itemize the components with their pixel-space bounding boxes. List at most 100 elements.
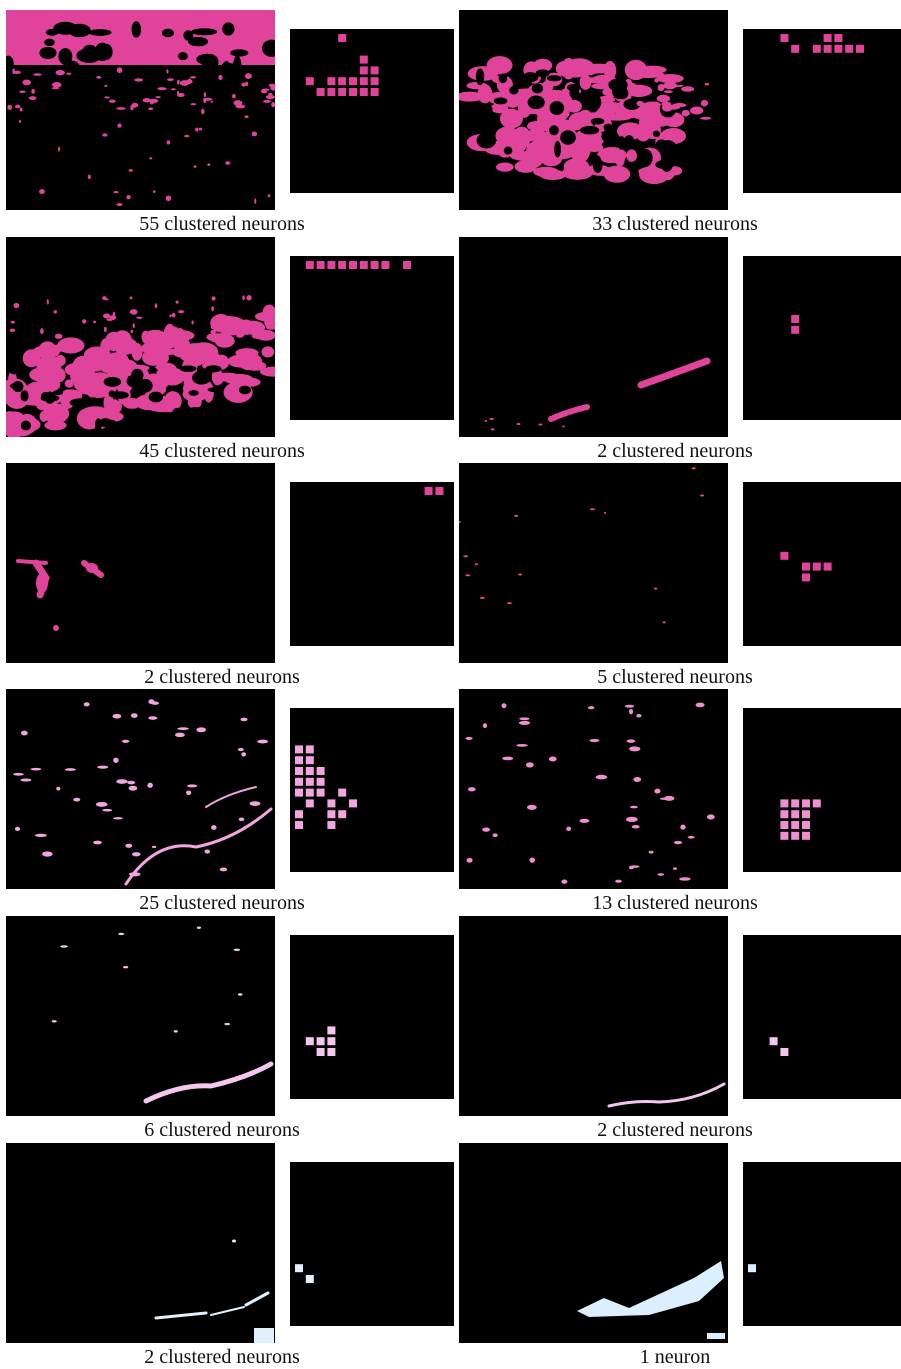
panel-caption: 2 clustered neurons [597,440,753,462]
cluster-grid [290,1162,454,1326]
neuron-panel: 13 clustered neurons [459,689,901,915]
cluster-cell [295,1264,303,1273]
cluster-cell [327,1026,336,1035]
cluster-cell [359,261,368,269]
cluster-cell [327,1048,336,1056]
cluster-cell [327,821,336,829]
panel-caption: 6 clustered neurons [144,1119,300,1141]
neuron-panel: 55 clustered neurons [6,10,456,236]
cluster-grid [290,482,454,646]
panel-caption: 13 clustered neurons [592,892,758,914]
cluster-cell [812,562,821,571]
cluster-cell [780,1048,789,1056]
panel-caption: 1 neuron [639,1346,711,1368]
cluster-cell [845,44,854,53]
cluster-cell [305,1275,314,1283]
cluster-cell [316,1048,325,1056]
cluster-cell [791,315,800,323]
cluster-cell [823,44,832,53]
cluster-cell [316,767,325,775]
cluster-grid [743,256,901,420]
cluster-cell [359,55,368,64]
neuron-panel: 1 neuron [459,1143,901,1369]
cluster-cell [812,799,821,808]
cluster-cell [791,44,800,53]
cluster-cell [812,44,821,53]
cluster-cell [370,88,379,96]
cluster-cell [823,562,832,571]
texture-map [6,237,275,437]
cluster-cell [327,88,336,96]
cluster-grid [290,29,454,193]
cluster-cell [305,1037,314,1046]
panel-caption: 2 clustered neurons [144,1346,300,1368]
texture-map [6,10,275,210]
cluster-cell [780,34,789,42]
neuron-panel: 33 clustered neurons [459,10,901,236]
cluster-cell [316,261,325,269]
cluster-cell [305,745,314,754]
cluster-cell [295,745,303,754]
panel-caption: 5 clustered neurons [597,666,753,688]
cluster-cell [349,799,357,808]
cluster-cell [748,1264,756,1273]
neuron-panel: 2 clustered neurons [6,463,456,689]
neuron-panel: 2 clustered neurons [459,916,901,1142]
cluster-cell [802,831,810,840]
cluster-cell [802,821,810,829]
panel-caption: 25 clustered neurons [139,892,305,914]
cluster-cell [295,777,303,786]
cluster-cell [791,799,800,808]
cluster-cell [802,562,810,571]
cluster-cell [802,573,810,582]
cluster-cell [316,777,325,786]
cluster-cell [791,325,800,334]
cluster-cell [327,77,336,86]
neuron-panel: 25 clustered neurons [6,689,456,915]
cluster-grid [290,935,454,1099]
cluster-grid [290,256,454,420]
cluster-cell [305,767,314,775]
texture-map [459,237,728,437]
cluster-cell [834,44,843,53]
cluster-cell [381,261,390,269]
cluster-cell [370,261,379,269]
texture-map [6,916,275,1116]
cluster-cell [370,77,379,86]
panel-caption: 2 clustered neurons [597,1119,753,1141]
cluster-cell [435,487,444,495]
cluster-cell [327,810,336,819]
cluster-cell [295,767,303,775]
cluster-cell [349,261,357,269]
cluster-cell [780,799,789,808]
cluster-cell [295,788,303,797]
texture-map [6,689,275,889]
panel-caption: 55 clustered neurons [139,213,305,235]
cluster-cell [359,88,368,96]
cluster-cell [305,756,314,765]
cluster-cell [856,44,864,53]
texture-map [6,463,275,663]
cluster-grid [743,708,901,872]
panel-caption: 45 clustered neurons [139,440,305,462]
cluster-cell [305,77,314,86]
cluster-grid [743,935,901,1099]
neuron-panel: 45 clustered neurons [6,237,456,463]
cluster-cell [338,77,347,86]
cluster-cell [769,1037,778,1046]
panel-caption: 2 clustered neurons [144,666,300,688]
cluster-cell [316,788,325,797]
cluster-cell [370,66,379,75]
cluster-grid [743,1162,901,1326]
cluster-cell [834,34,843,42]
cluster-cell [327,799,336,808]
neuron-panel: 6 clustered neurons [6,916,456,1142]
cluster-cell [424,487,433,495]
cluster-cell [780,821,789,829]
cluster-cell [295,810,303,819]
cluster-grid [743,29,901,193]
cluster-cell [338,788,347,797]
cluster-cell [338,88,347,96]
cluster-grid [290,708,454,872]
neuron-panel: 2 clustered neurons [6,1143,456,1369]
